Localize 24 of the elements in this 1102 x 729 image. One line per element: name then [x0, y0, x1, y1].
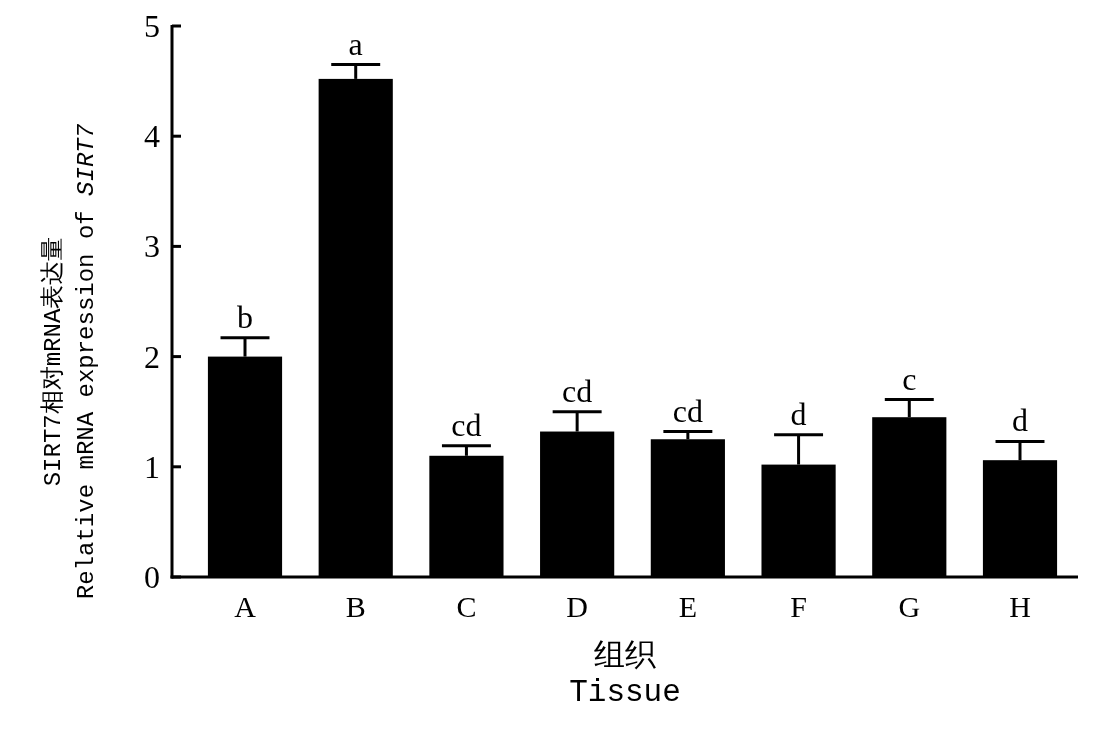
y-axis-title: SIRT7相对mRNA表达量 Relative mRNA expression of SIRT7 — [40, 123, 100, 600]
x-tick-label: E — [678, 590, 698, 623]
annotation: cd — [672, 392, 703, 429]
x-tick-label: F — [790, 590, 807, 623]
x-axis-title: 组织 Tissue — [569, 639, 681, 710]
x-tick-label: G — [898, 590, 921, 623]
annotation: cd — [451, 406, 482, 443]
y-tick-label: 2 — [144, 338, 160, 375]
y-tick-label: 4 — [144, 118, 160, 155]
annotation: cd — [562, 372, 593, 409]
annotation: b — [237, 298, 253, 335]
x-tick-label: A — [234, 590, 257, 623]
annotation: d — [1012, 402, 1028, 439]
y-tick-label: 5 — [144, 8, 160, 44]
y-tick-label: 0 — [144, 559, 160, 595]
annotation: d — [790, 395, 807, 432]
annotation: c — [902, 360, 917, 397]
y-tick-label: 3 — [144, 228, 160, 265]
annotation: a — [348, 25, 363, 62]
x-tick-label: H — [1009, 590, 1031, 623]
x-tick-label: B — [345, 590, 366, 623]
x-tick-label: D — [566, 590, 588, 623]
y-tick-label: 1 — [144, 448, 160, 485]
x-tick-label: C — [456, 590, 477, 623]
